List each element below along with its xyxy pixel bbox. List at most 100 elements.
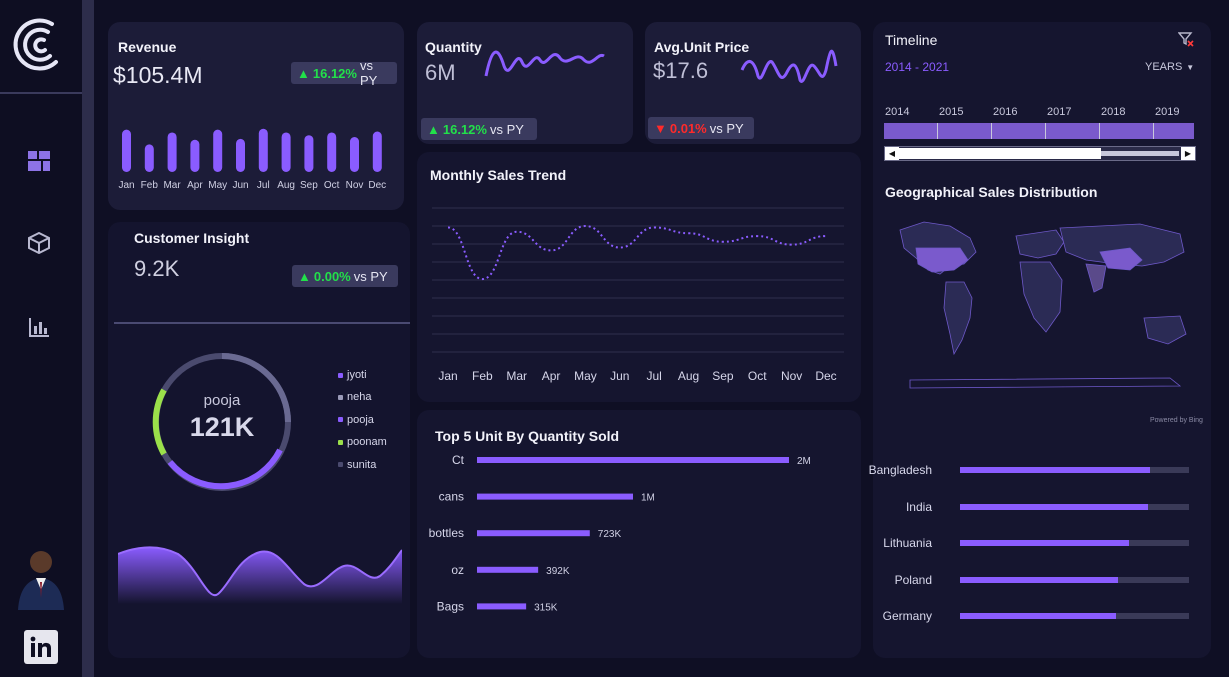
linkedin-icon[interactable] (24, 630, 58, 664)
trend-month-label: Oct (748, 369, 767, 383)
sidebar-divider (0, 92, 82, 94)
revenue-card (108, 22, 404, 210)
avg-price-sparkline (740, 49, 838, 83)
trend-month-label: Jun (610, 369, 629, 383)
timeline-year-label[interactable]: 2017 (1047, 106, 1072, 118)
trend-month-label: Jul (647, 369, 662, 383)
scroll-left-icon[interactable]: ◀ (885, 147, 899, 160)
revenue-bar (190, 139, 200, 172)
quantity-sparkline (484, 50, 605, 77)
trend-month-label: Dec (815, 369, 836, 383)
trend-month-label: Feb (472, 369, 493, 383)
top5-category-label: Ct (452, 453, 465, 467)
revenue-month-label: Dec (368, 180, 386, 191)
timeline-year-label[interactable]: 2018 (1101, 106, 1126, 118)
top5-category-label: Bags (437, 599, 464, 613)
customer-divider (114, 322, 410, 324)
legend-item[interactable]: neha (338, 391, 371, 403)
dashboard-icon[interactable] (26, 148, 52, 174)
revenue-vs: vs PY (359, 58, 378, 88)
up-arrow-icon: ▲ (297, 65, 310, 81)
revenue-month-label: May (208, 180, 227, 191)
revenue-month-label: Nov (346, 180, 364, 191)
legend-item[interactable]: jyoti (338, 369, 367, 381)
trend-month-label: Aug (678, 369, 699, 383)
legend-item[interactable]: sunita (338, 459, 376, 471)
timeline-year-label[interactable]: 2019 (1155, 106, 1180, 118)
sidebar (0, 0, 82, 677)
top5-category-label: bottles (429, 526, 464, 540)
geo-country-label: Bangladesh (868, 463, 932, 477)
scroll-right-icon[interactable]: ▶ (1181, 147, 1195, 160)
legend-item[interactable]: poonam (338, 436, 387, 448)
trend-month-label: Nov (781, 369, 802, 383)
legend-swatch (338, 439, 343, 445)
geo-title: Geographical Sales Distribution (885, 184, 1098, 200)
top5-bar (477, 457, 789, 463)
customer-value: 9.2K (134, 256, 180, 281)
down-arrow-icon: ▼ (654, 120, 667, 136)
clear-filter-icon[interactable] (1177, 31, 1194, 52)
chevron-down-icon: ▼ (1186, 62, 1195, 72)
legend-swatch (338, 462, 343, 468)
revenue-bar (122, 129, 131, 172)
revenue-change: 16.12% (312, 65, 357, 81)
timeline-year-label[interactable]: 2016 (993, 106, 1018, 118)
monthly-trend-chart: Jan Feb Mar Apr May Jun Jul Aug Sep Oct Nov Dec (432, 207, 844, 383)
revenue-bar (281, 132, 291, 172)
legend-swatch (338, 394, 343, 400)
geo-row[interactable]: Bangladesh (869, 463, 1194, 477)
revenue-bar-chart: Jan Feb Mar Apr May Jun Jul Aug Sep Oct Nov Dec (118, 128, 386, 191)
top5-bar (477, 566, 539, 573)
revenue-month-label: Feb (141, 180, 159, 191)
top5-value-label: 315K (534, 602, 558, 613)
geo-bar (960, 540, 1130, 547)
geo-row[interactable]: Germany (882, 609, 1194, 624)
revenue-bar (350, 137, 359, 172)
revenue-bar (236, 138, 245, 172)
top5-value-label: 723K (598, 529, 622, 540)
donut-label: pooja (203, 392, 241, 409)
legend-label: sunita (347, 458, 377, 471)
legend-item[interactable]: pooja (338, 414, 374, 426)
geo-row[interactable]: India (884, 500, 1194, 514)
cube-icon[interactable] (26, 230, 52, 256)
logo-icon[interactable] (12, 14, 64, 76)
revenue-month-label: Mar (163, 180, 181, 191)
revenue-bar (327, 132, 337, 172)
timeline-scrollbar[interactable]: ◀ ▶ (884, 146, 1196, 161)
geo-bar-track (960, 576, 1189, 583)
customer-change: 0.00% (313, 268, 351, 284)
world-map[interactable] (880, 208, 1206, 392)
legend-label: neha (347, 391, 372, 404)
revenue-month-label: Apr (187, 180, 203, 191)
trend-month-label: Sep (712, 369, 734, 383)
top5-title: Top 5 Unit By Quantity Sold (435, 428, 620, 444)
timeline-unit: YEARS (1145, 61, 1183, 73)
legend-swatch (338, 417, 343, 423)
top5-value-label: 1M (641, 493, 655, 504)
timeline-year-label[interactable]: 2015 (939, 106, 964, 118)
customer-vs: vs PY (353, 268, 388, 284)
geo-bar-track (960, 467, 1189, 473)
top5-category-label: oz (451, 563, 464, 577)
timeline-year-label[interactable]: 2014 (885, 106, 910, 118)
geo-row[interactable]: Lithuania (883, 536, 1194, 550)
scrollbar-thumb[interactable] (899, 148, 1101, 159)
bar-chart-icon[interactable] (26, 314, 52, 340)
timeline-bar[interactable] (884, 123, 1194, 139)
legend-label: jyoti (347, 369, 367, 381)
revenue-month-label: Jun (232, 180, 248, 191)
revenue-bar (167, 132, 177, 172)
geo-row[interactable]: Poland (884, 573, 1194, 587)
geo-country-label: Germany (882, 609, 932, 624)
customer-change-badge: ▲ 0.00% vs PY (292, 265, 398, 287)
trend-month-label: Jan (438, 369, 457, 383)
top5-bar (477, 603, 527, 610)
timeline-unit-select[interactable]: YEARS ▼ (1145, 61, 1194, 73)
revenue-bar (213, 129, 223, 172)
avatar[interactable] (12, 542, 70, 610)
revenue-month-label: Aug (277, 180, 295, 191)
revenue-month-label: Jan (118, 180, 134, 191)
